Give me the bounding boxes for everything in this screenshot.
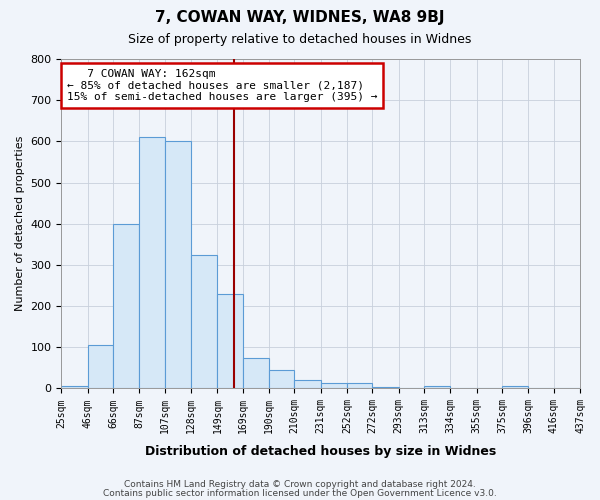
Text: 7 COWAN WAY: 162sqm
← 85% of detached houses are smaller (2,187)
15% of semi-det: 7 COWAN WAY: 162sqm ← 85% of detached ho… [67,69,377,102]
Bar [502,386,529,388]
Bar [61,386,88,388]
Bar [242,358,269,388]
Bar [347,384,373,388]
Bar [164,142,191,388]
Bar [191,254,217,388]
Bar [269,370,294,388]
Text: Size of property relative to detached houses in Widnes: Size of property relative to detached ho… [128,32,472,46]
X-axis label: Distribution of detached houses by size in Widnes: Distribution of detached houses by size … [145,444,496,458]
Text: Contains HM Land Registry data © Crown copyright and database right 2024.: Contains HM Land Registry data © Crown c… [124,480,476,489]
Bar [88,345,113,389]
Bar [139,137,164,388]
Text: Contains public sector information licensed under the Open Government Licence v3: Contains public sector information licen… [103,488,497,498]
Text: 7, COWAN WAY, WIDNES, WA8 9BJ: 7, COWAN WAY, WIDNES, WA8 9BJ [155,10,445,25]
Bar [217,294,242,388]
Bar [294,380,321,388]
Bar [321,384,347,388]
Bar [424,386,451,388]
Bar [373,387,399,388]
Bar [113,224,139,388]
Y-axis label: Number of detached properties: Number of detached properties [15,136,25,312]
